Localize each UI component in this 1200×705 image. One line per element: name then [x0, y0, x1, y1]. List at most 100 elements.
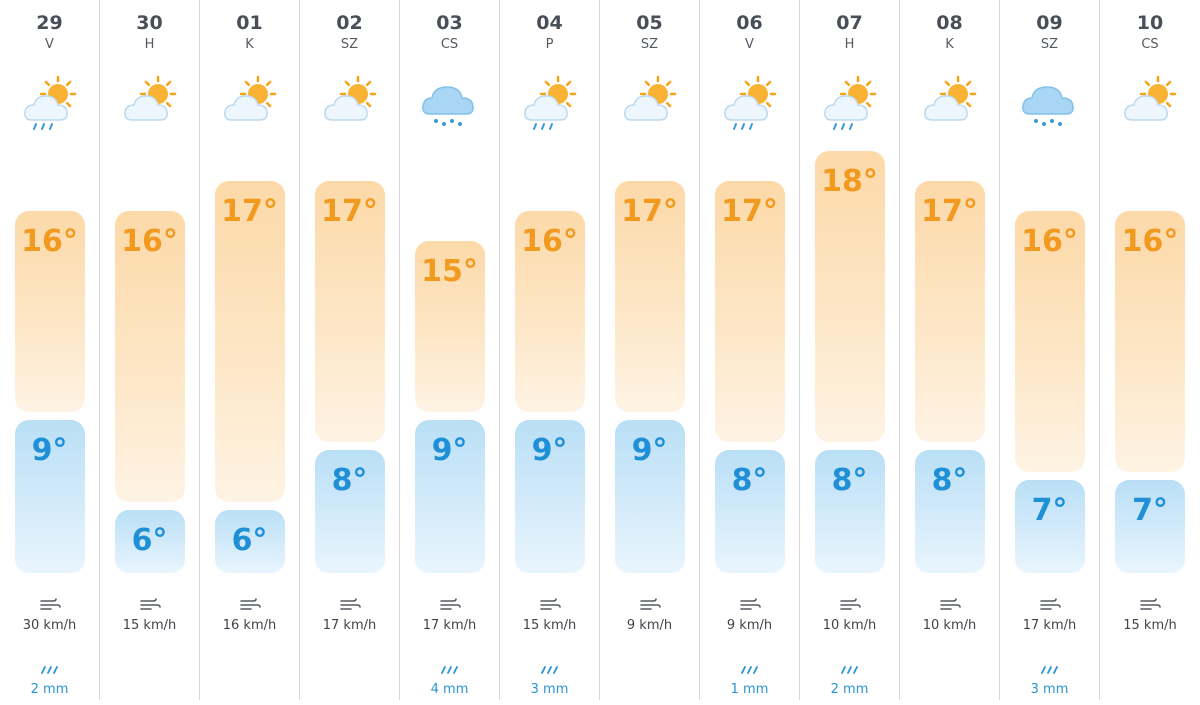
day-column[interactable]: 07 H 18° 8° 10 km/h 2 mm — [800, 0, 900, 700]
day-column[interactable]: 08 K 17° 8° 10 km/h — [900, 0, 1000, 700]
day-column[interactable]: 05 SZ 17° 9° 9 km/h — [600, 0, 700, 700]
rain-icon — [837, 660, 863, 674]
wind-speed: 9 km/h — [626, 618, 673, 633]
low-temp-bar: 8° — [814, 450, 885, 573]
day-column[interactable]: 06 V 17° 8° 9 km/h 1 mm — [700, 0, 800, 700]
rain-icon — [37, 660, 63, 674]
day-column[interactable]: 04 P 16° 9° 15 km/h 3 mm — [500, 0, 600, 700]
wind-icon — [139, 596, 161, 612]
day-of-week: H — [144, 37, 155, 52]
wind-speed: 17 km/h — [422, 618, 477, 633]
low-temp-bar: 6° — [214, 510, 285, 573]
day-column[interactable]: 29 V 16° 9° 30 km/h 2 mm — [0, 0, 100, 700]
precipitation-amount: 1 mm — [730, 682, 769, 697]
low-temp: 9° — [31, 433, 68, 468]
day-date: 30 — [136, 12, 163, 34]
day-column[interactable]: 09 SZ 16° 7° 17 km/h 3 mm — [1000, 0, 1100, 700]
high-temp-bar: 17° — [314, 181, 385, 442]
high-temp: 16° — [1021, 224, 1078, 259]
wind-speed: 15 km/h — [1123, 618, 1177, 633]
high-temp: 18° — [821, 164, 878, 199]
day-of-week: SZ — [340, 37, 359, 52]
day-column[interactable]: 02 SZ 17° 8° 17 km/h — [300, 0, 400, 700]
high-temp-bar: 16° — [14, 211, 85, 412]
day-column[interactable]: 10 CS 16° 7° 15 km/h — [1100, 0, 1200, 700]
rain-icon — [437, 660, 463, 674]
low-temp-bar: 6° — [114, 510, 185, 573]
rain-cloud-icon — [1020, 74, 1080, 130]
wind-icon — [339, 596, 361, 612]
low-temp: 8° — [931, 463, 968, 498]
low-temp-bar: 8° — [714, 450, 785, 573]
wind-speed: 17 km/h — [1022, 618, 1077, 633]
day-date: 03 — [436, 12, 463, 34]
partly-cloudy-icon — [620, 74, 680, 130]
high-temp-bar: 17° — [614, 181, 685, 412]
day-date: 02 — [336, 12, 363, 34]
low-temp: 8° — [331, 463, 368, 498]
low-temp-bar: 7° — [1014, 480, 1085, 573]
precipitation-amount: 3 mm — [530, 682, 569, 697]
high-temp: 17° — [221, 194, 278, 229]
day-of-week: CS — [440, 37, 459, 52]
wind-icon — [39, 596, 61, 612]
low-temp-bar: 9° — [14, 420, 85, 573]
low-temp-bar: 8° — [314, 450, 385, 573]
day-of-week: K — [945, 37, 954, 52]
high-temp: 17° — [321, 194, 378, 229]
high-temp-bar: 16° — [514, 211, 585, 412]
low-temp: 9° — [631, 433, 668, 468]
wind-speed: 17 km/h — [322, 618, 377, 633]
sun-cloud-rain-icon — [520, 74, 580, 130]
partly-cloudy-icon — [320, 74, 380, 130]
wind-speed: 16 km/h — [222, 618, 277, 633]
partly-cloudy-icon — [220, 74, 280, 130]
wind-speed: 10 km/h — [922, 618, 977, 633]
wind-icon — [539, 596, 561, 612]
wind-icon — [239, 596, 261, 612]
high-temp: 17° — [621, 194, 678, 229]
day-date: 05 — [636, 12, 663, 34]
high-temp-bar: 17° — [714, 181, 785, 442]
rain-cloud-icon — [420, 74, 480, 130]
rain-icon — [1037, 660, 1063, 674]
high-temp-bar: 16° — [114, 211, 185, 502]
high-temp: 16° — [21, 224, 78, 259]
wind-icon — [439, 596, 461, 612]
low-temp: 6° — [131, 523, 168, 558]
partly-cloudy-icon — [920, 74, 980, 130]
day-date: 10 — [1136, 12, 1164, 34]
low-temp: 6° — [231, 523, 268, 558]
day-of-week: SZ — [640, 37, 659, 52]
high-temp-bar: 16° — [1115, 211, 1185, 472]
wind-icon — [639, 596, 661, 612]
wind-icon — [1039, 596, 1061, 612]
sun-cloud-rain-icon — [720, 74, 780, 130]
day-date: 08 — [936, 12, 963, 34]
low-temp: 8° — [731, 463, 768, 498]
precipitation-amount: 2 mm — [30, 682, 69, 697]
wind-icon — [839, 596, 861, 612]
low-temp: 7° — [1132, 493, 1168, 528]
rain-icon — [537, 660, 563, 674]
sun-cloud-rain-icon — [20, 74, 80, 130]
day-of-week: V — [745, 37, 754, 52]
day-of-week: P — [545, 37, 554, 52]
wind-speed: 15 km/h — [122, 618, 177, 633]
low-temp: 9° — [531, 433, 568, 468]
high-temp-bar: 17° — [914, 181, 985, 442]
partly-cloudy-icon — [1120, 74, 1180, 130]
day-column[interactable]: 01 K 17° 6° 16 km/h — [200, 0, 300, 700]
day-column[interactable]: 30 H 16° 6° 15 km/h — [100, 0, 200, 700]
day-column[interactable]: 03 CS 15° 9° 17 km/h 4 mm — [400, 0, 500, 700]
high-temp-bar: 18° — [814, 151, 885, 442]
high-temp-bar: 16° — [1014, 211, 1085, 472]
low-temp-bar: 7° — [1115, 480, 1185, 573]
precipitation-amount: 3 mm — [1030, 682, 1069, 697]
rain-icon — [737, 660, 763, 674]
sun-cloud-rain-icon — [820, 74, 880, 130]
low-temp-bar: 9° — [514, 420, 585, 573]
day-of-week: CS — [1141, 37, 1159, 52]
day-of-week: SZ — [1040, 37, 1059, 52]
